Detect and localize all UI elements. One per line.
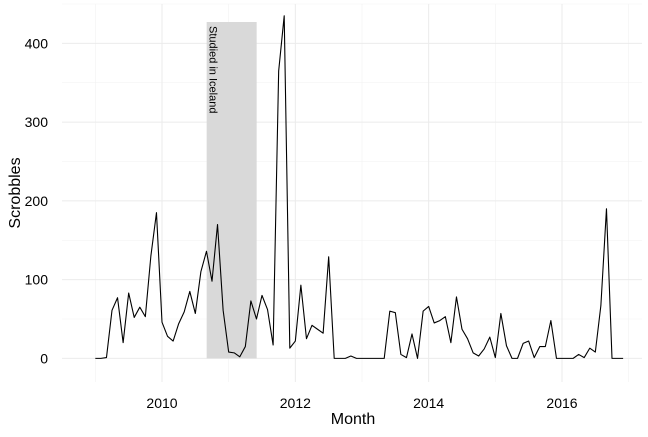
x-tick-label: 2010	[146, 395, 177, 411]
x-axis-title: Month	[331, 411, 375, 428]
annotation-band	[206, 22, 257, 359]
y-tick-label: 200	[25, 193, 49, 209]
x-axis-ticks: 2010 2012 2014 2016	[146, 395, 577, 411]
minor-gridlines	[62, 3, 642, 382]
series-line	[95, 15, 624, 359]
annotation-label: Studied in Iceland	[207, 26, 219, 113]
x-tick-label: 2016	[546, 395, 577, 411]
y-tick-label: 300	[25, 114, 49, 130]
major-gridlines	[62, 4, 642, 382]
y-axis-ticks: 0 100 200 300 400	[25, 35, 49, 366]
y-axis-title: Scrobbles	[7, 157, 24, 228]
annotation-layer: Studied in Iceland	[206, 22, 257, 359]
y-tick-label: 400	[25, 35, 49, 51]
y-tick-label: 0	[40, 350, 48, 366]
x-tick-label: 2014	[413, 395, 444, 411]
x-tick-label: 2012	[280, 395, 311, 411]
y-tick-label: 100	[25, 272, 49, 288]
series-layer	[95, 15, 624, 359]
